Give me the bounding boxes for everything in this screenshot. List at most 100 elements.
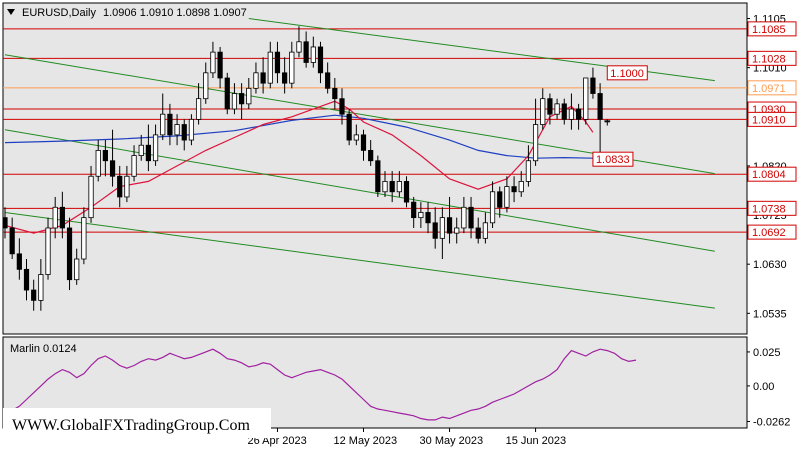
level-label[interactable]: 1.0804 <box>747 166 797 182</box>
candle-body[interactable] <box>396 181 402 193</box>
candle-body[interactable] <box>31 289 37 301</box>
candle-body[interactable] <box>203 72 209 100</box>
candle-body[interactable] <box>74 258 80 281</box>
candle-body[interactable] <box>360 134 367 151</box>
candle-body[interactable] <box>66 227 73 281</box>
candle-body[interactable] <box>325 72 331 89</box>
candle-body[interactable] <box>468 206 474 229</box>
candle-body[interactable] <box>16 253 22 270</box>
candle-body[interactable] <box>518 181 524 193</box>
candle-body[interactable] <box>389 181 395 193</box>
candle-body[interactable] <box>274 51 281 74</box>
candle-body[interactable] <box>145 144 151 162</box>
candle-body[interactable] <box>590 77 596 94</box>
level-label-text: 1.0738 <box>752 203 786 215</box>
oscillator-line <box>4 348 637 421</box>
candle-body[interactable] <box>583 77 589 120</box>
candle-body[interactable] <box>475 227 481 239</box>
candle-body[interactable] <box>317 46 324 74</box>
candle-body[interactable] <box>260 72 266 84</box>
candle-body[interactable] <box>346 113 352 141</box>
candle-body[interactable] <box>195 98 202 120</box>
candle-body[interactable] <box>303 41 309 63</box>
candle-body[interactable] <box>253 72 259 89</box>
candle-body[interactable] <box>561 103 567 120</box>
candle-body[interactable] <box>246 87 252 105</box>
candle-body[interactable] <box>504 186 510 208</box>
candle-body[interactable] <box>289 51 295 84</box>
candle-body[interactable] <box>88 175 94 219</box>
candle-body[interactable] <box>38 274 44 301</box>
candle-body[interactable] <box>403 181 410 203</box>
candle-body[interactable] <box>181 124 187 141</box>
candle-body[interactable] <box>3 217 8 229</box>
candle-body[interactable] <box>382 181 388 193</box>
candle-body[interactable] <box>576 108 582 120</box>
candle-body[interactable] <box>231 93 238 110</box>
candle-body[interactable] <box>138 144 144 156</box>
candle-body[interactable] <box>532 124 539 162</box>
candle-body[interactable] <box>124 175 130 198</box>
candle-body[interactable] <box>375 160 381 193</box>
level-label[interactable]: 1.0971 <box>747 80 797 96</box>
x-tick-label: 12 May 2023 <box>334 435 398 447</box>
candle-body[interactable] <box>102 149 108 162</box>
candle-body[interactable] <box>446 217 453 234</box>
candle-body[interactable] <box>210 51 216 74</box>
candle-body[interactable] <box>282 72 288 84</box>
candle-body[interactable] <box>540 98 546 125</box>
candle-body[interactable] <box>81 217 87 260</box>
trend-channel-line[interactable] <box>4 129 715 252</box>
candle-body[interactable] <box>432 222 438 239</box>
candle-body[interactable] <box>439 217 445 239</box>
candle-body[interactable] <box>353 134 359 141</box>
candle-body[interactable] <box>217 51 223 79</box>
candle-body[interactable] <box>482 222 488 239</box>
candle-body[interactable] <box>368 149 374 162</box>
level-label[interactable]: 1.1028 <box>747 50 797 66</box>
candle-body[interactable] <box>167 113 173 136</box>
candle-body[interactable] <box>597 93 603 120</box>
candle-body[interactable] <box>461 206 467 229</box>
candle-body[interactable] <box>117 175 123 198</box>
candle-body[interactable] <box>239 93 245 105</box>
candle-body[interactable] <box>224 77 230 110</box>
collapse-arrow-icon[interactable] <box>7 9 15 15</box>
candle-body[interactable] <box>339 98 345 115</box>
candle-body[interactable] <box>296 41 302 53</box>
price-label[interactable]: 1.1000 <box>606 65 648 81</box>
level-label[interactable]: 1.0910 <box>747 111 797 127</box>
candle-body[interactable] <box>174 124 180 136</box>
candle-body[interactable] <box>9 227 15 255</box>
level-label[interactable]: 1.0692 <box>747 224 797 240</box>
candle-body[interactable] <box>497 191 503 208</box>
candle-body[interactable] <box>525 160 532 182</box>
candle-body[interactable] <box>547 98 553 115</box>
candle-body[interactable] <box>267 51 273 84</box>
candle-body[interactable] <box>160 113 166 136</box>
candle-body[interactable] <box>23 268 30 291</box>
candle-body[interactable] <box>95 149 101 177</box>
candle-body[interactable] <box>425 212 431 224</box>
trend-channel-line[interactable] <box>4 211 715 309</box>
candle-body[interactable] <box>454 227 460 234</box>
oscillator-title: Marlin 0.0124 <box>10 343 77 355</box>
level-label[interactable]: 1.1085 <box>747 21 797 37</box>
candle-body[interactable] <box>332 87 338 100</box>
candle-body[interactable] <box>109 160 116 177</box>
candle-body[interactable] <box>489 191 496 224</box>
candle-body[interactable] <box>568 108 575 120</box>
candle-body[interactable] <box>554 103 560 115</box>
level-label[interactable]: 1.0738 <box>747 200 797 216</box>
candle-body[interactable] <box>52 206 58 229</box>
candle-body[interactable] <box>310 46 316 63</box>
price-label[interactable]: 1.0833 <box>592 151 634 167</box>
candle-body[interactable] <box>511 186 517 193</box>
candle-body[interactable] <box>411 201 417 219</box>
candle-body[interactable] <box>59 206 65 229</box>
candle-body[interactable] <box>188 118 195 141</box>
candle-body[interactable] <box>45 227 51 275</box>
candle-body[interactable] <box>418 212 424 219</box>
candle-body[interactable] <box>152 134 159 162</box>
candle-body[interactable] <box>131 155 137 177</box>
